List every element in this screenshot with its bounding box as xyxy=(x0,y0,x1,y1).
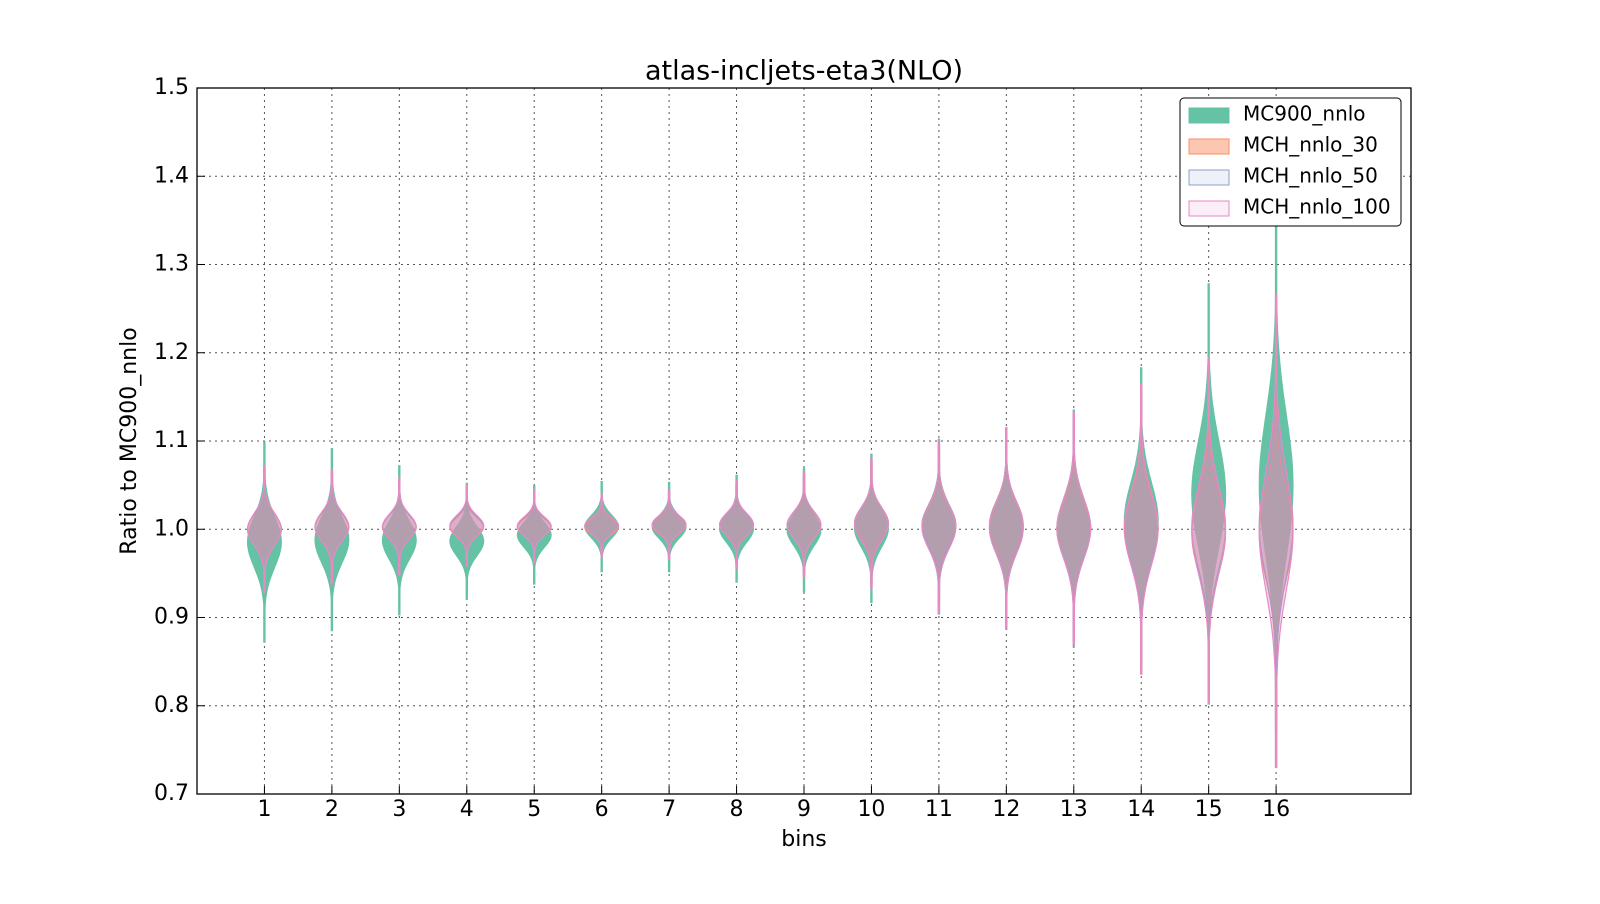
x-tick-label: 8 xyxy=(730,797,744,822)
x-tick-label: 5 xyxy=(527,797,541,822)
violin xyxy=(1191,356,1227,704)
legend-label: MCH_nnlo_100 xyxy=(1243,195,1391,219)
violin xyxy=(314,468,350,585)
legend-box xyxy=(1179,97,1402,227)
legend-swatch xyxy=(1188,107,1230,124)
y-tick-label: 1.1 xyxy=(154,428,189,453)
legend-label: MC900_nnlo xyxy=(1243,102,1366,126)
chart-title: atlas-incljets-eta3(NLO) xyxy=(645,56,963,87)
violin xyxy=(921,440,957,614)
x-tick-label: 7 xyxy=(662,797,676,822)
y-tick-label: 1.5 xyxy=(154,75,189,100)
violin xyxy=(1191,283,1227,705)
violin xyxy=(246,465,282,594)
x-tick-label: 11 xyxy=(925,797,953,822)
violin xyxy=(381,477,417,576)
y-tick-label: 1.0 xyxy=(154,516,189,541)
x-tick-label: 14 xyxy=(1127,797,1155,822)
x-tick-label: 16 xyxy=(1262,797,1290,822)
violin xyxy=(719,480,755,569)
y-axis-label: Ratio to MC900_nnlo xyxy=(117,327,142,554)
violin xyxy=(988,427,1024,629)
y-tick-label: 0.7 xyxy=(154,781,189,806)
plot-area xyxy=(197,87,1411,795)
x-tick-label: 1 xyxy=(257,797,271,822)
y-tick-label: 1.2 xyxy=(154,340,189,365)
violin xyxy=(786,471,822,579)
violin xyxy=(314,448,350,632)
violin xyxy=(381,465,417,616)
y-tick-label: 1.3 xyxy=(154,252,189,277)
x-tick-label: 3 xyxy=(392,797,406,822)
violin xyxy=(516,485,552,585)
y-tick-label: 0.9 xyxy=(154,605,189,630)
legend-label: MCH_nnlo_50 xyxy=(1243,164,1378,188)
x-tick-label: 12 xyxy=(992,797,1020,822)
violin xyxy=(651,481,687,573)
violin xyxy=(786,467,822,593)
legend: MC900_nnlo MCH_nnlo_30 MCH_nnlo_50 MCH_nnlo… xyxy=(1179,97,1402,227)
legend-swatch xyxy=(1188,200,1230,217)
violin xyxy=(449,484,485,567)
legend-label: MCH_nnlo_30 xyxy=(1243,133,1378,157)
violin xyxy=(516,488,552,564)
x-tick-label: 15 xyxy=(1195,797,1223,822)
violin xyxy=(1123,383,1159,675)
x-tick-label: 6 xyxy=(595,797,609,822)
violin xyxy=(246,441,282,643)
violin xyxy=(719,474,755,583)
x-tick-label: 2 xyxy=(325,797,339,822)
violin xyxy=(853,458,889,590)
legend-swatch xyxy=(1188,138,1230,155)
violin xyxy=(1056,411,1092,647)
y-tick-label: 1.4 xyxy=(154,163,189,188)
violin xyxy=(584,481,620,573)
violin xyxy=(449,482,485,600)
violin xyxy=(853,453,889,604)
violin xyxy=(584,493,620,559)
x-axis-label: bins xyxy=(781,827,826,852)
x-tick-label: 13 xyxy=(1060,797,1088,822)
legend-swatch xyxy=(1188,169,1230,186)
x-tick-label: 9 xyxy=(797,797,811,822)
violin xyxy=(1258,293,1294,769)
x-tick-label: 4 xyxy=(460,797,474,822)
y-tick-label: 0.8 xyxy=(154,693,189,718)
violin xyxy=(651,488,687,560)
x-tick-label: 10 xyxy=(857,797,885,822)
